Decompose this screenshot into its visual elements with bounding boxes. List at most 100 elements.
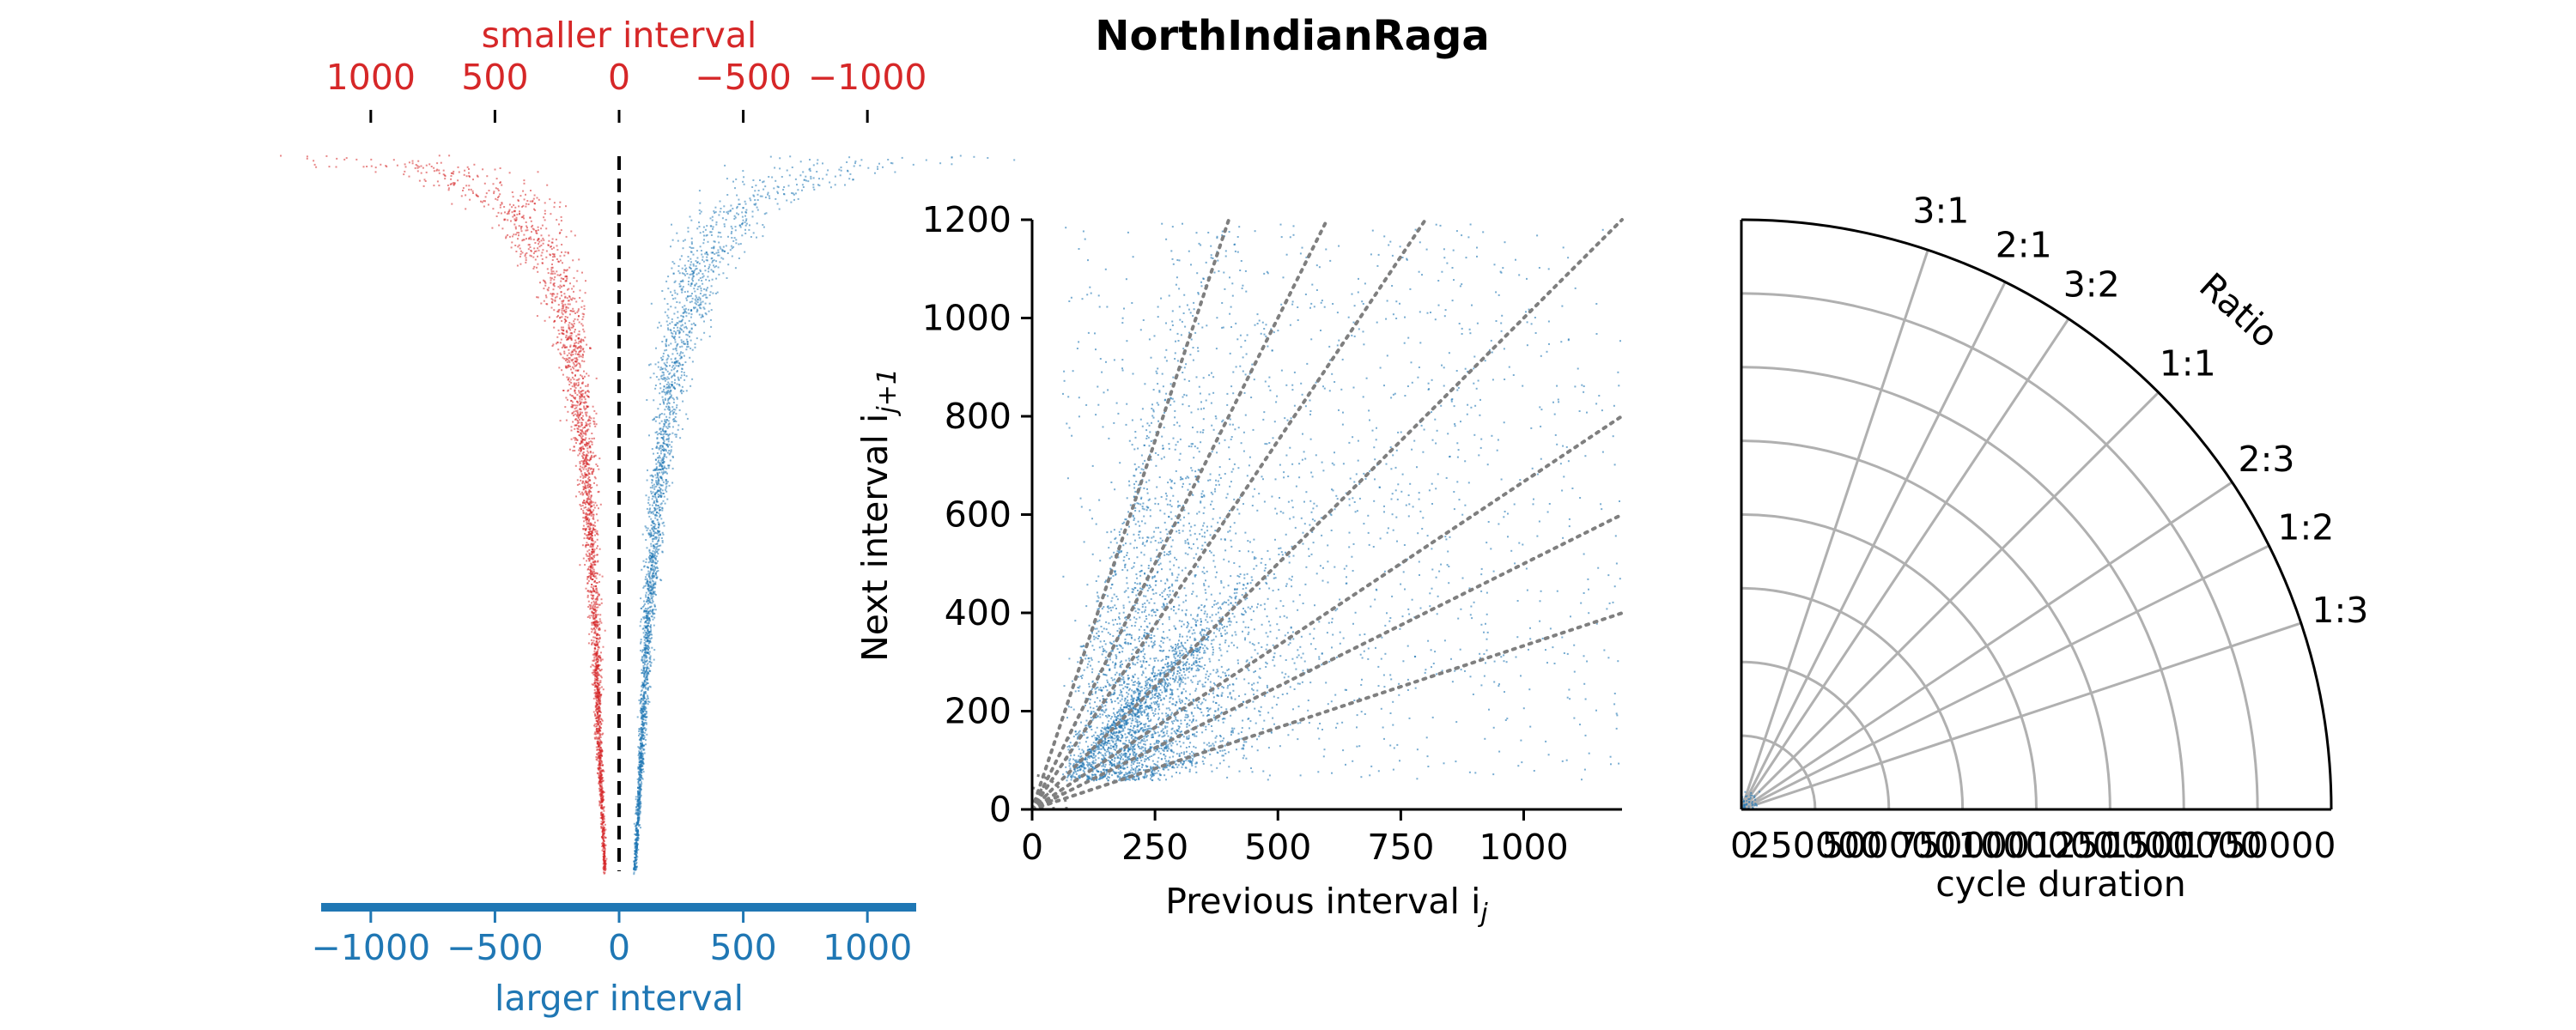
- scatter-point: [571, 385, 574, 388]
- scatter-point: [591, 558, 593, 560]
- scatter-point: [588, 489, 591, 492]
- scatter-point: [544, 219, 546, 221]
- scatter-point: [591, 602, 592, 604]
- scatter-point: [551, 299, 554, 301]
- scatter-point: [642, 627, 645, 630]
- scatter-point: [594, 675, 597, 676]
- scatter-point: [587, 642, 590, 645]
- scatter-point: [593, 423, 596, 425]
- scatter-point: [708, 335, 711, 337]
- scatter-point: [408, 175, 410, 178]
- scatter-point: [687, 290, 689, 293]
- scatter-point: [817, 184, 819, 186]
- scatter-point: [553, 321, 556, 323]
- scatter-point: [592, 568, 595, 571]
- scatter-point: [748, 228, 750, 231]
- scatter-point: [650, 591, 652, 594]
- scatter-point: [581, 455, 583, 457]
- scatter-point: [583, 486, 586, 488]
- scatter-point: [590, 627, 592, 630]
- scatter-point: [566, 346, 568, 348]
- scatter-point: [694, 346, 696, 348]
- scatter-point: [677, 270, 680, 272]
- scatter-point: [593, 670, 596, 672]
- scatter-point: [649, 507, 652, 510]
- scatter-point: [570, 381, 573, 384]
- scatter-point: [671, 318, 673, 320]
- scatter-point: [574, 348, 576, 351]
- scatter-point: [581, 445, 584, 448]
- scatter-point: [639, 702, 641, 705]
- scatter-point: [602, 828, 605, 831]
- scatter-point: [696, 337, 698, 340]
- scatter-point: [554, 296, 556, 299]
- scatter-point: [603, 770, 605, 772]
- scatter-point: [592, 545, 594, 548]
- scatter-point: [645, 637, 647, 639]
- scatter-point: [569, 393, 572, 396]
- scatter-point: [679, 327, 682, 330]
- scatter-point: [671, 321, 673, 324]
- scatter-point: [651, 474, 653, 476]
- scatter-point: [690, 285, 692, 288]
- scatter-point: [666, 408, 669, 410]
- scatter-point: [585, 433, 587, 436]
- scatter-point: [643, 617, 646, 620]
- scatter-point: [650, 524, 653, 526]
- scatter-point: [306, 155, 308, 158]
- scatter-point: [645, 728, 647, 730]
- scatter-point: [594, 713, 596, 715]
- scatter-point: [647, 698, 649, 700]
- scatter-point: [797, 197, 799, 200]
- scatter-point: [699, 202, 702, 204]
- scatter-point: [650, 595, 653, 597]
- scatter-point: [602, 843, 605, 845]
- scatter-point: [641, 755, 644, 758]
- scatter-point: [663, 455, 665, 457]
- scatter-point: [706, 233, 708, 236]
- scatter-point: [717, 249, 720, 251]
- scatter-point: [667, 381, 670, 384]
- scatter-point: [597, 652, 598, 655]
- scatter-point: [587, 537, 589, 540]
- scatter-point: [549, 198, 551, 201]
- scatter-point: [589, 565, 592, 567]
- scatter-point: [599, 658, 602, 661]
- scatter-point: [647, 688, 649, 691]
- scatter-point: [650, 584, 653, 586]
- scatter-point: [374, 167, 377, 169]
- scatter-point: [521, 251, 524, 254]
- scatter-point: [684, 307, 687, 310]
- scatter-point: [596, 621, 598, 623]
- scatter-point: [665, 378, 668, 380]
- scatter-point: [637, 754, 640, 756]
- scatter-point: [520, 216, 523, 219]
- scatter-point: [726, 277, 728, 279]
- scatter-point: [638, 790, 641, 792]
- scatter-point: [643, 752, 646, 754]
- scatter-point: [635, 852, 637, 855]
- scatter-point: [647, 501, 650, 504]
- scatter-point: [844, 184, 846, 186]
- scatter-point: [572, 348, 574, 351]
- scatter-point: [671, 467, 674, 470]
- scatter-point: [603, 843, 605, 845]
- scatter-point: [687, 227, 690, 229]
- scatter-point: [702, 306, 705, 309]
- scatter-point: [592, 567, 594, 570]
- scatter-point: [650, 624, 652, 627]
- scatter-point: [671, 223, 672, 226]
- scatter-point: [586, 499, 588, 501]
- scatter-point: [642, 691, 645, 694]
- scatter-point: [596, 547, 598, 549]
- scatter-point: [669, 396, 671, 398]
- scatter-point: [313, 163, 316, 166]
- scatter-point: [532, 228, 535, 231]
- scatter-point: [731, 255, 733, 258]
- scatter-point: [652, 566, 654, 568]
- scatter-point: [578, 351, 580, 354]
- scatter-point: [659, 462, 662, 464]
- scatter-point: [681, 291, 683, 294]
- scatter-point: [647, 651, 649, 653]
- scatter-point: [598, 751, 601, 754]
